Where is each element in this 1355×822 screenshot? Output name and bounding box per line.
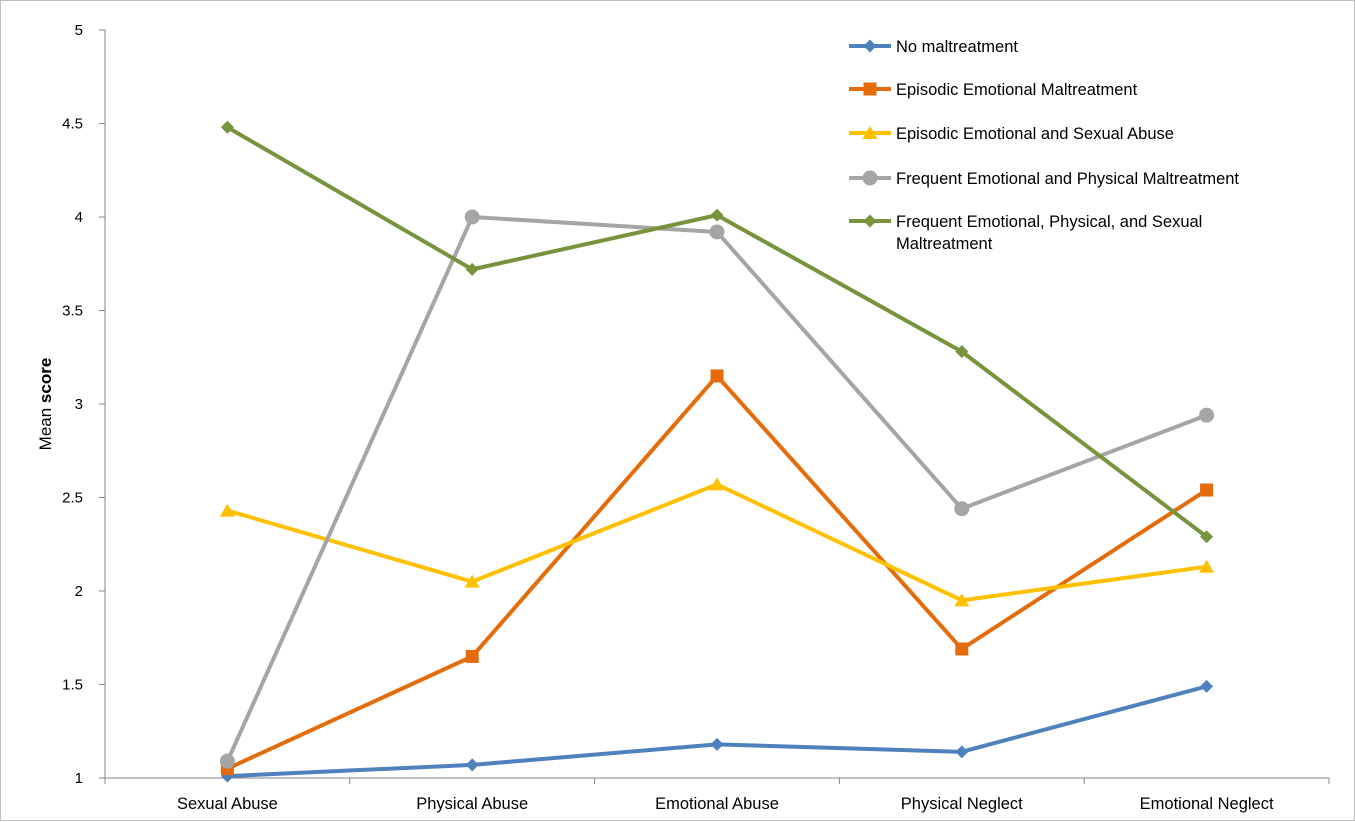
series-1 [220, 679, 1214, 783]
y-tick-label: 3.5 [62, 303, 83, 320]
y-tick-label: 5 [75, 22, 83, 39]
y-tick-label: 1 [75, 770, 83, 787]
legend-item: No maltreatment [849, 38, 1018, 56]
data-point-square [710, 369, 724, 383]
legend-label: Frequent Emotional, Physical, and Sexual… [896, 213, 1202, 253]
legend-item: Frequent Emotional and Physical Maltreat… [849, 170, 1239, 188]
data-point-triangle [1199, 559, 1215, 573]
series-line [226, 125, 1208, 539]
y-axis-label-prefix: Mean [36, 403, 55, 450]
data-point-diamond [955, 745, 969, 759]
data-point-circle [954, 501, 970, 517]
legend-label: No maltreatment [896, 38, 1018, 56]
y-tick-label: 4.5 [62, 116, 83, 133]
data-point-diamond [465, 262, 479, 276]
y-axis-label-bold: score [36, 358, 55, 403]
y-tick-label: 1.5 [62, 677, 83, 694]
series-5 [220, 120, 1214, 544]
legend-label-line: Frequent Emotional, Physical, and Sexual [896, 213, 1202, 231]
data-point-diamond [220, 120, 234, 134]
x-tick-label: Sexual Abuse [177, 795, 278, 813]
legend-marker [863, 82, 877, 96]
series-lines [219, 120, 1215, 783]
data-point-diamond [710, 737, 724, 751]
legend-marker [862, 170, 878, 186]
legend-label-line: Maltreatment [896, 235, 993, 253]
data-point-square [465, 649, 479, 663]
legend-label-line: Frequent Emotional and Physical Maltreat… [896, 170, 1239, 188]
legend-marker [862, 126, 878, 139]
legend-item: Episodic Emotional and Sexual Abuse [849, 125, 1174, 143]
legend-label: Episodic Emotional Maltreatment [896, 81, 1138, 99]
y-axis-label: Mean score [36, 358, 55, 451]
x-tick-labels: Sexual Abuse Physical Abuse Emotional Abus… [104, 778, 1330, 813]
x-tick-label: Physical Neglect [901, 795, 1023, 813]
legend-marker [863, 39, 877, 53]
x-tick-label: Emotional Neglect [1140, 795, 1274, 813]
data-point-square [1200, 483, 1214, 497]
y-tick-label: 4 [75, 209, 83, 226]
series-4 [219, 209, 1215, 769]
y-tick-label: 3 [75, 396, 83, 413]
series-3 [219, 477, 1215, 607]
data-point-circle [709, 224, 725, 240]
legend-marker [863, 214, 877, 228]
series-2 [220, 369, 1214, 776]
data-point-circle [464, 209, 480, 225]
data-point-square [955, 642, 969, 656]
data-point-diamond [955, 345, 969, 359]
data-point-circle [1199, 407, 1215, 423]
data-point-diamond [1200, 530, 1214, 544]
legend-item: Episodic Emotional Maltreatment [849, 81, 1138, 99]
legend-label-line: No maltreatment [896, 38, 1018, 56]
data-point-triangle [219, 503, 235, 517]
legend-label-line: Episodic Emotional Maltreatment [896, 81, 1138, 99]
x-tick-label: Emotional Abuse [655, 795, 779, 813]
data-point-diamond [465, 758, 479, 772]
legend-item: Frequent Emotional, Physical, and Sexual… [849, 213, 1202, 253]
data-point-triangle [709, 477, 725, 491]
legend-label-line: Episodic Emotional and Sexual Abuse [896, 125, 1174, 143]
data-point-diamond [1200, 679, 1214, 693]
y-tick-label: 2.5 [62, 490, 83, 507]
legend-label: Episodic Emotional and Sexual Abuse [896, 125, 1174, 143]
data-point-circle [219, 753, 235, 769]
y-tick-labels: 1 1.5 2 2.5 3 3.5 4 4.5 5 [62, 22, 105, 787]
legend: No maltreatment Episodic Emotional Maltre… [849, 38, 1239, 253]
series-line [226, 482, 1207, 603]
legend-label: Frequent Emotional and Physical Maltreat… [896, 170, 1239, 188]
x-tick-label: Physical Abuse [416, 795, 528, 813]
data-point-triangle [464, 574, 480, 588]
data-point-diamond [710, 208, 724, 222]
y-tick-label: 2 [75, 583, 83, 600]
data-point-triangle [954, 593, 970, 607]
